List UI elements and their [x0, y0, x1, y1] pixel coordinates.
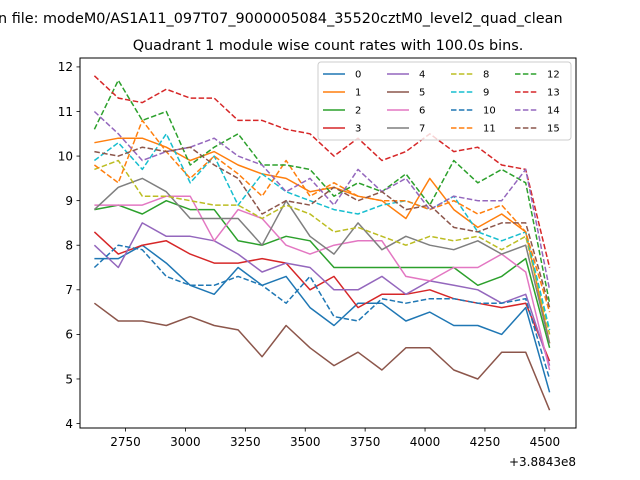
x-tick-label: 4250 [470, 435, 501, 449]
y-tick-label: 7 [65, 283, 73, 297]
series-line-3 [93, 231, 551, 362]
x-offset-label: +3.8843e8 [509, 455, 576, 469]
series-line-2 [94, 199, 551, 348]
y-tick-label: 5 [65, 372, 73, 386]
y-tick-label: 8 [65, 239, 73, 253]
series-line-0 [94, 244, 551, 393]
legend-label-5: 5 [419, 88, 425, 99]
y-tick-label: 6 [65, 328, 73, 342]
series-line-5 [93, 302, 551, 411]
y-tick-label: 4 [65, 417, 73, 431]
y-axis: 4 5 6 7 8 9 10 11 12 [58, 60, 80, 431]
series-line-15 [94, 146, 551, 308]
legend-label-8: 8 [483, 70, 489, 81]
legend-label-7: 7 [419, 124, 425, 135]
plot-area [93, 75, 551, 411]
y-tick-label: 12 [58, 60, 73, 74]
x-tick-label: 4000 [410, 435, 441, 449]
series-line-7 [93, 177, 551, 344]
legend-label-11: 11 [483, 124, 496, 135]
series-line-13 [93, 75, 551, 268]
series-line-14 [93, 110, 551, 290]
legend-label-4: 4 [419, 70, 425, 81]
y-tick-label: 11 [58, 105, 73, 119]
series-line-10 [93, 244, 551, 380]
y-tick-label: 9 [65, 194, 73, 208]
chart-title: Quadrant 1 module wise count rates with … [133, 38, 524, 54]
axes-frame [79, 57, 577, 429]
legend-label-14: 14 [547, 106, 560, 117]
legend-label-15: 15 [547, 124, 560, 135]
x-tick-label: 2750 [110, 435, 141, 449]
series-line-12 [93, 79, 551, 304]
series-line-11 [93, 119, 551, 313]
legend-label-9: 9 [483, 88, 489, 99]
series-line-9 [93, 133, 551, 331]
series-line-4 [93, 222, 551, 366]
y-tick-label: 10 [58, 149, 73, 163]
legend-label-6: 6 [419, 106, 425, 117]
legend-label-10: 10 [483, 106, 496, 117]
legend-label-0: 0 [355, 70, 361, 81]
legend-label-12: 12 [547, 70, 560, 81]
legend-label-13: 13 [547, 88, 560, 99]
legend-label-2: 2 [355, 106, 361, 117]
x-tick-label: 3500 [290, 435, 321, 449]
x-axis: 2750 3000 3250 3500 3750 4000 4250 4500 [110, 428, 560, 449]
legend-label-3: 3 [355, 124, 361, 135]
x-tick-label: 4500 [530, 435, 561, 449]
figure-suptitle: n file: modeM0/AS1A11_097T07_9000005084_… [0, 11, 563, 27]
x-tick-label: 3750 [350, 435, 381, 449]
legend-box [317, 61, 572, 141]
legend-label-1: 1 [355, 88, 361, 99]
x-tick-label: 3000 [170, 435, 201, 449]
x-tick-label: 3250 [230, 435, 261, 449]
series-line-8 [94, 159, 551, 335]
